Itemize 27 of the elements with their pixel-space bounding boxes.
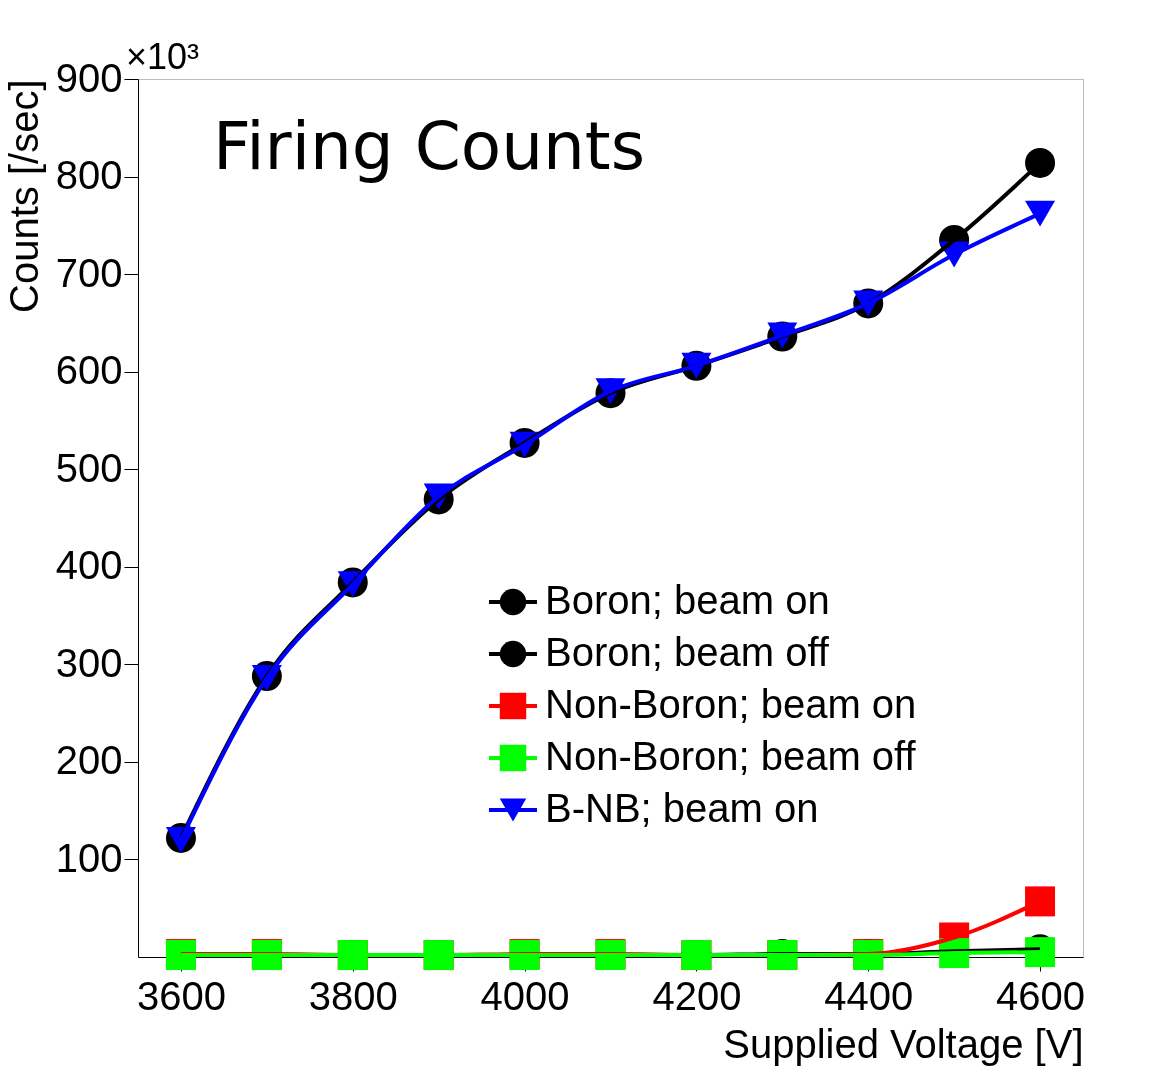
legend-label: Boron; beam off [545, 630, 830, 674]
point [1025, 147, 1056, 178]
x-tick-label: 3800 [308, 973, 398, 1018]
y-tick-label: 700 [55, 250, 123, 295]
legend-label: B-NB; beam on [545, 786, 819, 830]
y-tick-label: 800 [55, 153, 123, 198]
point [1025, 200, 1056, 227]
y-tick-label: 100 [55, 835, 123, 880]
legend-label: Non-Boron; beam on [545, 682, 917, 726]
y-axis-title: Counts [/sec] [1, 79, 46, 313]
x-tick-label: 3600 [136, 973, 226, 1018]
y-tick-label: 500 [55, 445, 123, 490]
y-tick-label: 900 [55, 55, 123, 100]
y-tick-label: 400 [55, 543, 123, 588]
point [1025, 886, 1056, 917]
text: Firing Counts [213, 108, 646, 185]
legend-label: Boron; beam on [545, 578, 830, 622]
x-tick-label: 4200 [652, 973, 742, 1018]
text: ×10³ [126, 36, 200, 77]
x-tick-label: 4400 [824, 973, 914, 1018]
y-tick-label: 600 [55, 348, 123, 393]
legend-label: Non-Boron; beam off [545, 734, 917, 778]
y-tick-label: 300 [55, 640, 123, 685]
y-tick-label: 200 [55, 738, 123, 783]
x-tick-label: 4600 [996, 973, 1086, 1018]
x-tick-label: 4000 [480, 973, 570, 1018]
x-axis-title: Supplied Voltage [V] [723, 1021, 1084, 1066]
